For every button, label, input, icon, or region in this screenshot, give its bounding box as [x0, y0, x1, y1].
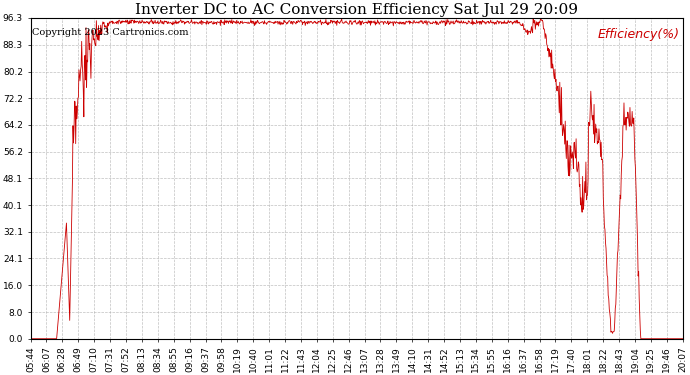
Text: Copyright 2023 Cartronics.com: Copyright 2023 Cartronics.com [32, 28, 188, 37]
Title: Inverter DC to AC Conversion Efficiency Sat Jul 29 20:09: Inverter DC to AC Conversion Efficiency … [135, 3, 578, 17]
Text: Efficiency(%): Efficiency(%) [598, 28, 680, 40]
